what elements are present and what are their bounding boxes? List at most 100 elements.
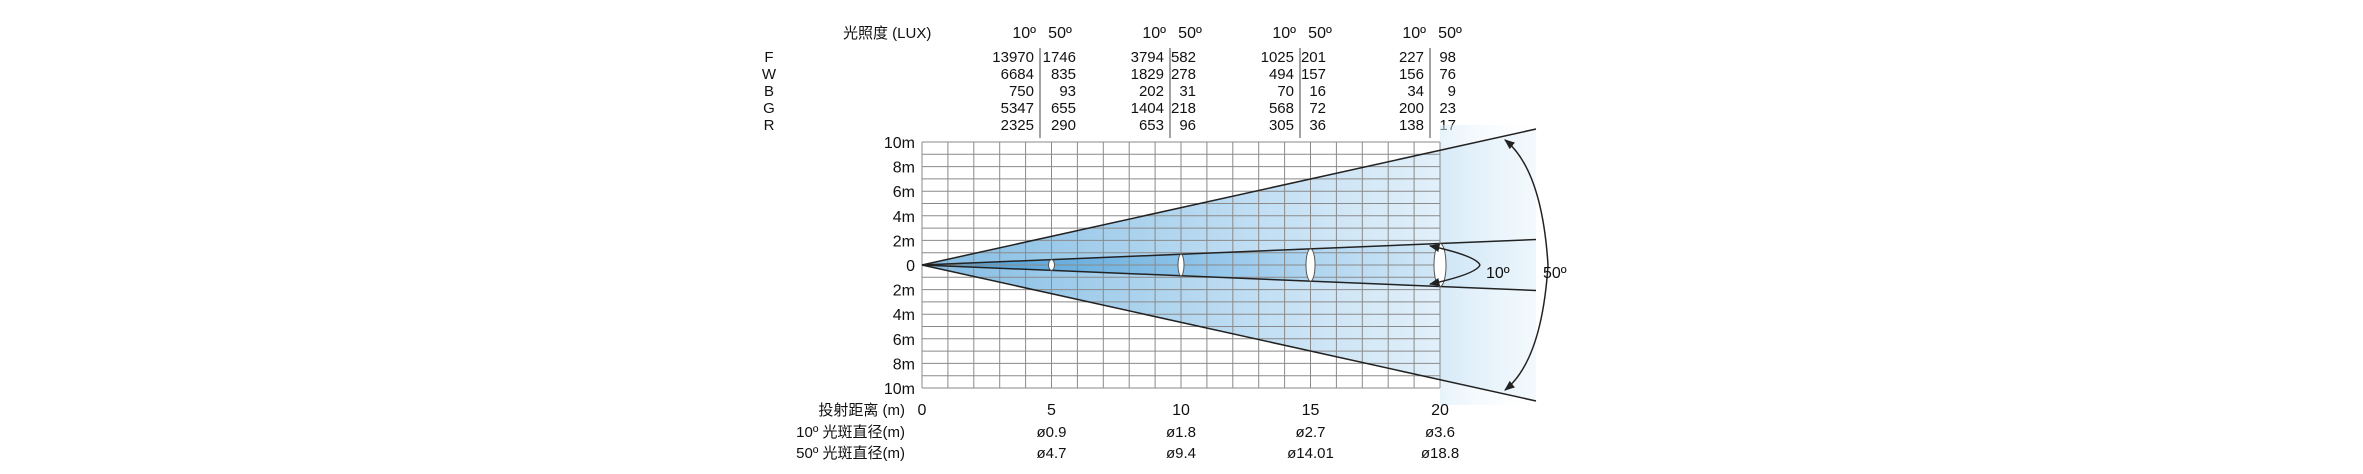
- lux-row-label: W: [762, 66, 777, 83]
- y-tick-label: 10m: [884, 381, 915, 398]
- lux-value-wide: 93: [1059, 83, 1076, 100]
- distance-tick-labels: 0 5 10 15 20: [918, 402, 1449, 419]
- y-tick-label: 6m: [893, 332, 915, 349]
- lux-value-narrow: 1829: [1131, 66, 1164, 83]
- lux-value-narrow: 227: [1399, 49, 1424, 66]
- lux-value-wide: 96: [1179, 117, 1196, 134]
- bottom-rows: 投射距离 (m) 0 5 10 15 20 10º 光斑直径(m) ø0.9 ø1.8 ø2.…: [796, 402, 1459, 462]
- spot-diameter-value: ø18.8: [1421, 445, 1459, 462]
- lux-value-narrow: 3794: [1131, 49, 1164, 66]
- distance-row-label: 投射距离 (m): [818, 402, 905, 419]
- distance-tick-label: 0: [918, 402, 927, 419]
- lux-value-narrow: 6684: [1001, 66, 1034, 83]
- y-tick-label: 8m: [893, 356, 915, 373]
- lux-value-narrow: 138: [1399, 117, 1424, 134]
- lux-header-row: 10º 50º 10º 50º 10º 50º 10º 50º: [1012, 25, 1462, 42]
- y-tick-label: 2m: [893, 233, 915, 250]
- lux-column-dividers: [1039, 48, 1431, 138]
- lux-header-wide: 50º: [1048, 25, 1072, 42]
- y-tick-label: 8m: [893, 160, 915, 177]
- narrow-beam-lower-edge: [921, 264, 1537, 292]
- lux-value-narrow: 568: [1269, 100, 1294, 117]
- spot-row-label: 10º 光斑直径(m): [796, 424, 905, 441]
- lux-value-narrow: 1025: [1261, 49, 1294, 66]
- y-tick-label: 10m: [884, 135, 915, 152]
- lux-header-wide: 50º: [1438, 25, 1462, 42]
- spot-ellipse: [1433, 242, 1447, 288]
- narrow-angle-label: 10º: [1486, 265, 1510, 282]
- y-tick-label: 2m: [893, 283, 915, 300]
- wide-angle-arc-upper: [1504, 139, 1549, 266]
- angle-arcs: [1428, 139, 1549, 391]
- lux-value-wide: 201: [1301, 49, 1326, 66]
- lux-table-title: 光照度 (LUX): [843, 25, 931, 42]
- lux-header-wide: 50º: [1308, 25, 1332, 42]
- lux-value-narrow: 305: [1269, 117, 1294, 134]
- lux-value-wide: 1746: [1043, 49, 1076, 66]
- distance-tick-label: 20: [1431, 402, 1449, 419]
- narrow-angle-arc-lower: [1428, 264, 1481, 287]
- wide-angle-label: 50º: [1543, 265, 1567, 282]
- lux-value-narrow: 5347: [1001, 100, 1034, 117]
- wide-beam-upper-edge: [921, 128, 1537, 266]
- lux-value-wide: 218: [1171, 100, 1196, 117]
- lux-value-narrow: 70: [1277, 83, 1294, 100]
- spot-diameter-value: ø0.9: [1036, 424, 1066, 441]
- lux-value-wide: 23: [1439, 100, 1456, 117]
- spot-ellipses: [1048, 242, 1447, 288]
- y-tick-label: 0: [906, 258, 915, 275]
- lux-header-narrow: 10º: [1142, 25, 1166, 42]
- lux-value-narrow: 13970: [992, 49, 1034, 66]
- lux-header-narrow: 10º: [1272, 25, 1296, 42]
- lux-value-wide: 9: [1448, 83, 1456, 100]
- lux-table: 光照度 (LUX) 10º 50º 10º 50º 10º 50º 10º 50º F 1397…: [762, 25, 1462, 138]
- lux-row-label: F: [764, 49, 773, 66]
- spot-diameter-value: ø3.6: [1425, 424, 1455, 441]
- spot-diameter-value: ø2.7: [1295, 424, 1325, 441]
- lux-row-label: R: [764, 117, 775, 134]
- narrow-angle-arc-upper: [1428, 243, 1481, 266]
- narrow-beam-upper-edge: [921, 238, 1537, 266]
- lux-value-narrow: 202: [1139, 83, 1164, 100]
- y-tick-label: 4m: [893, 209, 915, 226]
- lux-value-narrow: 494: [1269, 66, 1294, 83]
- lux-value-wide: 290: [1051, 117, 1076, 134]
- y-tick-label: 4m: [893, 307, 915, 324]
- y-axis-tick-labels: 10m 8m 6m 4m 2m 0 2m 4m 6m 8m 10m: [884, 135, 915, 398]
- lux-value-wide: 655: [1051, 100, 1076, 117]
- spot-ellipse: [1177, 253, 1185, 277]
- lux-value-wide: 278: [1171, 66, 1196, 83]
- lux-value-wide: 72: [1309, 100, 1326, 117]
- lux-header-wide: 50º: [1178, 25, 1202, 42]
- spot-diameter-value: ø9.4: [1166, 445, 1196, 462]
- lux-data-rows: F 13970 1746 3794 582 1025 201 227 98 W 6684 835 182…: [762, 49, 1456, 134]
- spot-ellipse: [1048, 259, 1055, 271]
- distance-tick-label: 15: [1302, 402, 1320, 419]
- lux-value-narrow: 750: [1009, 83, 1034, 100]
- spot-diameter-value: ø1.8: [1166, 424, 1196, 441]
- wide-angle-arc-lower: [1504, 264, 1549, 391]
- lux-value-narrow: 1404: [1131, 100, 1164, 117]
- lux-value-wide: 98: [1439, 49, 1456, 66]
- beam-edge-lines: [921, 128, 1537, 402]
- distance-tick-label: 10: [1172, 402, 1190, 419]
- lux-row-label: G: [763, 100, 775, 117]
- lux-header-narrow: 10º: [1402, 25, 1426, 42]
- lux-header-narrow: 10º: [1012, 25, 1036, 42]
- lux-value-wide: 16: [1309, 83, 1326, 100]
- spot-diameter-rows: 10º 光斑直径(m) ø0.9 ø1.8 ø2.7 ø3.6 50º 光斑直径(m) ø4…: [796, 424, 1459, 462]
- wide-beam-lower-edge: [921, 264, 1537, 402]
- lux-value-wide: 157: [1301, 66, 1326, 83]
- spot-diameter-value: ø14.01: [1287, 445, 1334, 462]
- lux-value-narrow: 200: [1399, 100, 1424, 117]
- lux-value-narrow: 2325: [1001, 117, 1034, 134]
- lux-value-wide: 835: [1051, 66, 1076, 83]
- lux-value-wide: 76: [1439, 66, 1456, 83]
- spot-ellipse: [1305, 248, 1316, 282]
- lux-value-wide: 36: [1309, 117, 1326, 134]
- spot-diameter-value: ø4.7: [1036, 445, 1066, 462]
- lux-value-narrow: 156: [1399, 66, 1424, 83]
- distance-tick-label: 5: [1047, 402, 1056, 419]
- lux-value-wide: 582: [1171, 49, 1196, 66]
